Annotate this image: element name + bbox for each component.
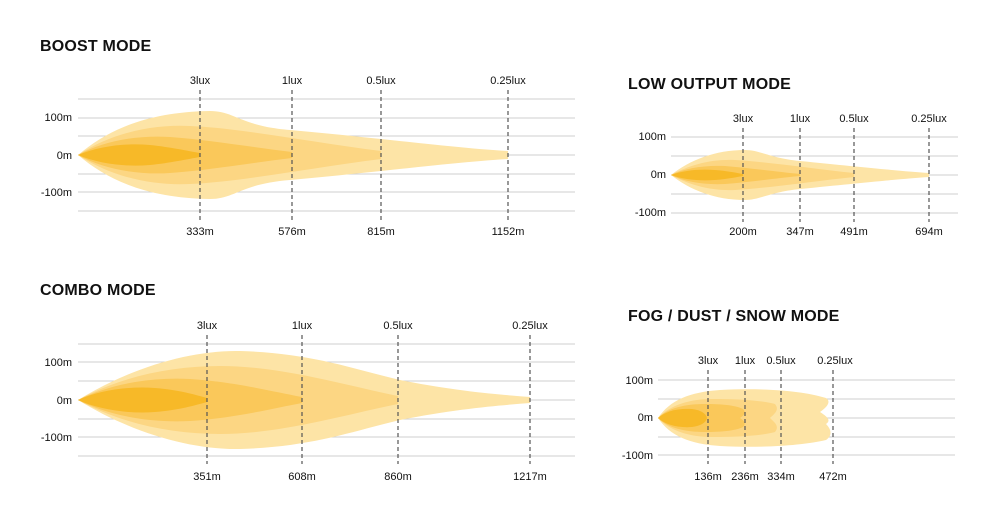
y-label: 0m: [57, 150, 72, 162]
beam-zones: [658, 389, 831, 447]
distance-label: 200m: [729, 226, 757, 238]
y-label: -100m: [41, 187, 72, 199]
lux-markers: 3lux 1lux 0.5lux 0.25lux 200m 347m 491m …: [729, 113, 947, 238]
zone-3lux: [671, 169, 743, 181]
lux-markers: 3lux 1lux 0.5lux 0.25lux 351m 608m 860m …: [193, 320, 548, 483]
lux-markers: 3lux 1lux 0.5lux 0.25lux 136m 236m 334m …: [694, 355, 853, 483]
beam-zones: [78, 350, 530, 450]
y-label: 100m: [44, 112, 72, 124]
lux-label: 0.25lux: [911, 113, 947, 125]
panel-title: BOOST MODE: [40, 38, 152, 55]
distance-label: 472m: [819, 471, 847, 483]
panel-title: COMBO MODE: [40, 282, 156, 299]
distance-label: 608m: [288, 471, 316, 483]
distance-label: 576m: [278, 226, 306, 238]
y-label: 0m: [651, 169, 666, 181]
lux-label: 0.5lux: [766, 355, 796, 367]
lux-markers: 3lux 1lux 0.5lux 0.25lux 333m 576m 815m …: [186, 75, 526, 238]
distance-label: 1217m: [513, 471, 547, 483]
distance-label: 694m: [915, 226, 943, 238]
distance-label: 334m: [767, 471, 795, 483]
distance-label: 860m: [384, 471, 412, 483]
lux-label: 0.5lux: [383, 320, 413, 332]
beam-zones: [671, 150, 929, 200]
lux-label: 3lux: [733, 113, 754, 125]
y-axis-labels: 100m 0m -100m: [41, 112, 72, 199]
distance-label: 333m: [186, 226, 214, 238]
zone-3lux: [78, 387, 207, 413]
y-axis-labels: 100m 0m -100m: [41, 357, 72, 444]
zone-3lux: [78, 144, 200, 166]
lux-label: 0.25lux: [490, 75, 526, 87]
y-label: 0m: [638, 412, 653, 424]
zone-3lux: [658, 408, 707, 428]
lux-label: 0.25lux: [817, 355, 853, 367]
y-label: -100m: [635, 207, 666, 219]
distance-label: 1152m: [492, 226, 525, 238]
beam-zones: [78, 111, 508, 199]
y-label: 0m: [57, 395, 72, 407]
lux-label: 3lux: [190, 75, 211, 87]
distance-label: 347m: [786, 226, 814, 238]
y-axis-labels: 100m 0m -100m: [622, 375, 653, 462]
lux-label: 1lux: [292, 320, 313, 332]
lux-label: 1lux: [790, 113, 811, 125]
lux-label: 3lux: [197, 320, 218, 332]
lux-label: 0.5lux: [839, 113, 869, 125]
y-label: 100m: [638, 131, 666, 143]
distance-label: 236m: [731, 471, 759, 483]
lux-label: 3lux: [698, 355, 719, 367]
distance-label: 815m: [367, 226, 395, 238]
lux-label: 0.5lux: [366, 75, 396, 87]
distance-label: 136m: [694, 471, 722, 483]
lux-label: 1lux: [735, 355, 756, 367]
y-label: 100m: [625, 375, 653, 387]
lux-label: 1lux: [282, 75, 303, 87]
y-label: -100m: [41, 432, 72, 444]
y-label: 100m: [44, 357, 72, 369]
distance-label: 491m: [840, 226, 868, 238]
panel-title: FOG / DUST / SNOW MODE: [628, 308, 840, 325]
panel-title: LOW OUTPUT MODE: [628, 76, 791, 93]
y-label: -100m: [622, 450, 653, 462]
distance-label: 351m: [193, 471, 221, 483]
lux-label: 0.25lux: [512, 320, 548, 332]
y-axis-labels: 100m 0m -100m: [635, 131, 666, 219]
